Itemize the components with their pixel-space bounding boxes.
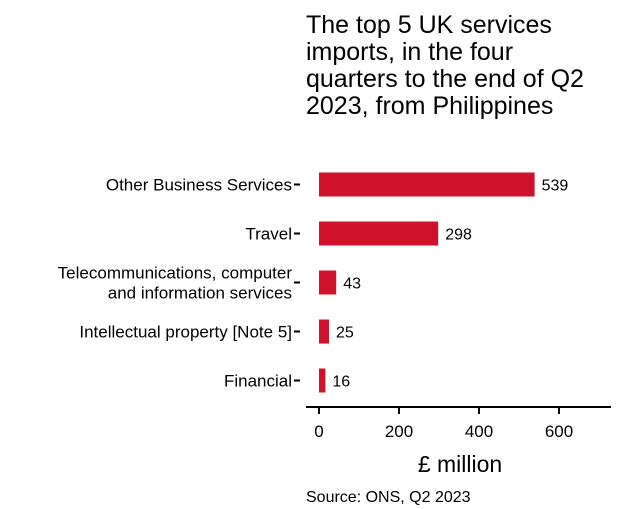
x-tick-label: 600	[545, 422, 573, 441]
x-tick-label: 400	[465, 422, 493, 441]
x-axis-label: £ million	[418, 451, 502, 477]
bars-layer	[319, 172, 535, 393]
bar	[319, 368, 326, 393]
chart-title-line: imports, in the four	[306, 38, 514, 66]
chart-title: The top 5 UK services imports, in the fo…	[306, 12, 626, 120]
value-label: 25	[336, 325, 354, 342]
chart-title-line: The top 5 UK services	[306, 11, 552, 39]
chart-title-line: quarters to the end of Q2	[306, 65, 584, 93]
category-label: Financial	[224, 372, 292, 391]
category-label: and information services	[108, 284, 292, 303]
value-label: 298	[445, 227, 472, 244]
source-note: Source: ONS, Q2 2023	[306, 489, 471, 506]
bar	[319, 270, 337, 295]
value-label: 16	[332, 374, 350, 391]
value-label: 43	[343, 276, 361, 293]
category-label: Other Business Services	[106, 176, 292, 195]
category-label: Telecommunications, computer	[58, 264, 293, 283]
x-tick-label: 0	[314, 422, 323, 441]
bar	[319, 319, 329, 344]
value-labels: 539 298 43 25 16	[332, 178, 568, 391]
category-labels: Other Business Services Travel Telecommuni…	[58, 176, 300, 391]
bar	[319, 172, 535, 197]
x-axis: 0 200 400 600	[306, 406, 611, 441]
chart-title-line: 2023, from Philippines	[306, 92, 554, 120]
value-label: 539	[542, 178, 569, 195]
x-tick-label: 200	[385, 422, 413, 441]
bar	[319, 221, 439, 246]
category-label: Intellectual property [Note 5]	[79, 323, 292, 342]
category-label: Travel	[245, 225, 292, 244]
